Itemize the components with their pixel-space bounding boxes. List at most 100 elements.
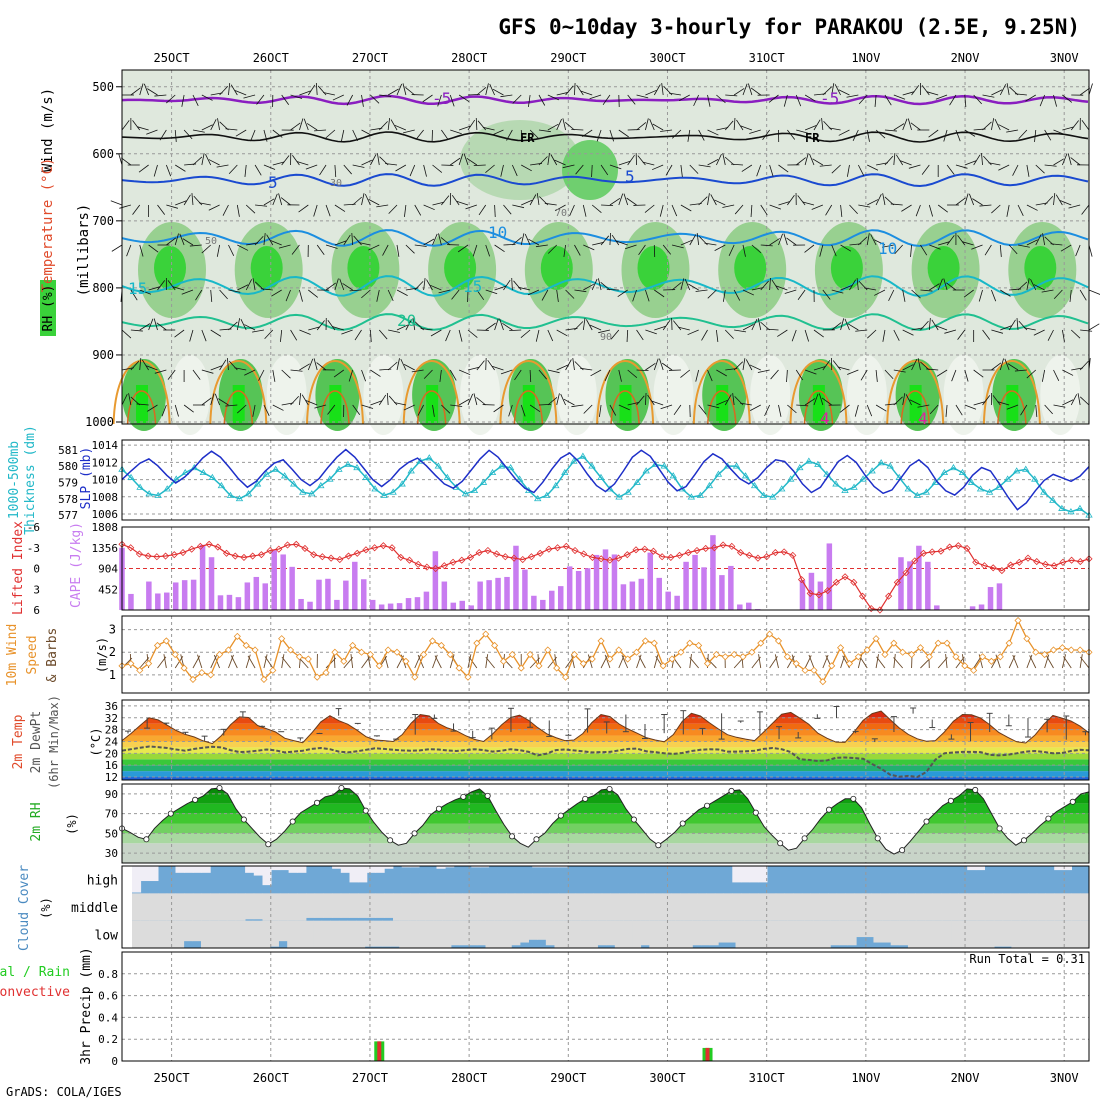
- run-total-label: Run Total = 0.31: [969, 952, 1085, 966]
- cloud-clear-2: [158, 921, 167, 948]
- wind-barb: [876, 654, 878, 668]
- upper-wind-barb: [112, 245, 122, 251]
- thickness-ylabel-2: Thickness (dm): [23, 425, 38, 535]
- rh-point: [607, 786, 612, 791]
- cloud-clear-2: [813, 921, 822, 948]
- cape-bar: [674, 596, 680, 610]
- cape-bar: [656, 578, 662, 610]
- wind-barb: [211, 655, 217, 668]
- cloud-clear-1: [1019, 893, 1028, 920]
- cloud-clear-2: [977, 921, 986, 948]
- cloud-clear-1: [767, 893, 776, 920]
- li-tick-label: 3: [33, 583, 40, 596]
- cloud-clear-0: [271, 866, 280, 870]
- rh-point: [363, 808, 368, 813]
- rh-blob-high: [347, 246, 379, 290]
- rh-point: [1070, 799, 1075, 804]
- cape-bar: [477, 582, 483, 610]
- precip-tick-label: 0.2: [98, 1033, 118, 1046]
- cloud-clear-2: [589, 921, 598, 948]
- cape-bar: [415, 597, 421, 610]
- cloud-clear-2: [1003, 921, 1012, 947]
- date-label-bottom: 1NOV: [851, 1071, 880, 1085]
- cloud-clear-1: [376, 893, 385, 918]
- sounding-ylabel-pressure: (millibars): [76, 204, 92, 297]
- wind-barb: [282, 657, 291, 668]
- cloud-clear-0: [732, 866, 741, 882]
- cloud-clear-2: [960, 921, 969, 948]
- wind-speed-point: [1051, 647, 1057, 653]
- cloud-clear-1: [1028, 893, 1037, 920]
- rh-point: [339, 785, 344, 790]
- slp-tick-label: 1012: [92, 456, 119, 469]
- cloud-clear-1: [289, 893, 298, 920]
- cloud-clear-2: [253, 921, 262, 948]
- cloud-clear-1: [254, 893, 263, 919]
- temp-bands: [122, 706, 1089, 780]
- cloud-clear-2: [546, 921, 555, 946]
- cloud-clear-0: [976, 866, 985, 870]
- wind-speed-point: [1015, 618, 1021, 624]
- cloud-clear-2: [417, 921, 426, 948]
- wind-tick-label: 1: [109, 668, 116, 682]
- cape-bar: [504, 577, 510, 610]
- wind-barb: [759, 654, 761, 668]
- slp-ylabel: SLP (mb): [79, 447, 94, 510]
- cape-bar: [218, 595, 224, 610]
- rh-dry-pocket: [944, 355, 984, 435]
- cloud-clear-2: [210, 921, 219, 948]
- cloud-clear-1: [628, 893, 637, 920]
- cape-bar: [379, 604, 385, 610]
- thickness-tick-label: 577: [58, 509, 78, 522]
- rh-point: [851, 796, 856, 801]
- rh-point: [266, 842, 271, 847]
- cloud-clear-1: [750, 893, 759, 920]
- date-label-top: 1NOV: [851, 51, 880, 65]
- cloud-clear-1: [471, 893, 480, 920]
- date-label-bottom: 30OCT: [649, 1071, 685, 1085]
- cape-bar: [271, 550, 277, 610]
- cape-bar: [236, 597, 242, 610]
- cloud-clear-0: [202, 866, 211, 873]
- cloud-clear-2: [710, 921, 719, 946]
- cloud-clear-1: [193, 893, 202, 920]
- cape-bar: [298, 599, 304, 610]
- cloud-clear-2: [1080, 921, 1089, 948]
- cloud-clear-2: [287, 921, 296, 948]
- cape-bar: [979, 604, 985, 610]
- cape-bar: [746, 603, 752, 610]
- rh-contour-label: 70: [555, 208, 567, 219]
- cape-tick-label: 1808: [92, 521, 119, 534]
- isotherm-label: FR: [520, 131, 535, 145]
- pressure-tick-label: 900: [92, 348, 114, 362]
- cloud-clear-1: [489, 893, 498, 920]
- cape-bar: [827, 543, 833, 610]
- cloud-clear-0: [741, 866, 750, 882]
- cloud-clear-0: [132, 866, 141, 893]
- temp-tick-label: 20: [105, 747, 118, 760]
- cloud-clear-2: [623, 921, 632, 948]
- wind-barb: [334, 654, 335, 668]
- cloud-clear-1: [854, 893, 863, 920]
- cape-bar: [146, 582, 152, 610]
- temp-band: [122, 741, 1089, 747]
- wind-barb: [1009, 655, 1015, 668]
- cloud-clear-2: [830, 921, 839, 946]
- precip-label-convective: Convective: [0, 985, 70, 1000]
- cloud-clear-2: [330, 921, 339, 948]
- cape-bar: [343, 581, 349, 610]
- temp-tick-label: 12: [105, 771, 118, 784]
- cloud-clear-1: [671, 893, 680, 920]
- cloud-clear-2: [382, 921, 391, 947]
- cape-bar: [128, 594, 134, 610]
- wind-barb: [894, 657, 903, 668]
- cloud-clear-2: [787, 921, 796, 948]
- cape-bar: [997, 583, 1003, 610]
- rh-dry-pocket: [654, 355, 694, 435]
- wind-barb: [619, 655, 624, 668]
- rh-tick-label: 50: [105, 827, 118, 840]
- thickness-tick-label: 578: [58, 493, 78, 506]
- cape-bar: [522, 570, 528, 610]
- rh-point: [290, 819, 295, 824]
